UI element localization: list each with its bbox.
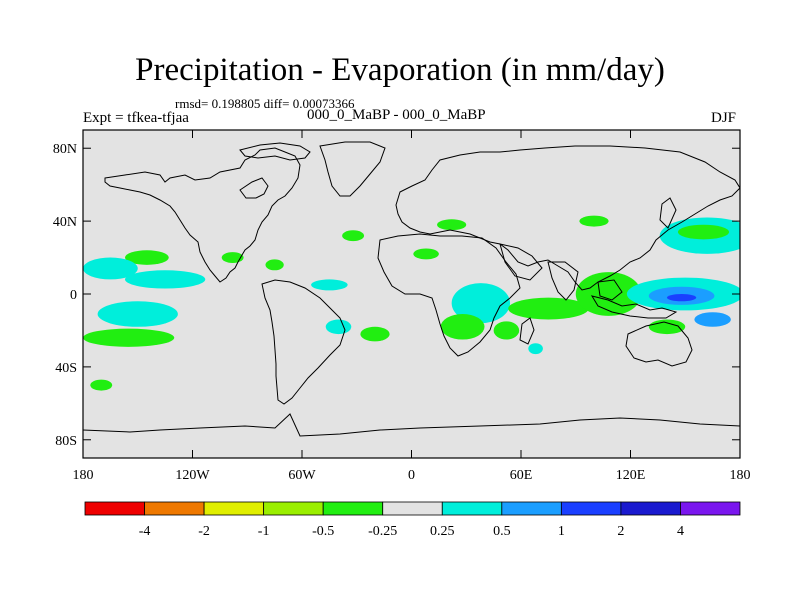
colorbar-label: -2 [198, 524, 210, 539]
patch-australia-green [648, 319, 686, 335]
coastline-hudson-bay [239, 177, 269, 199]
patch-south-atlantic-green [360, 326, 390, 342]
colorbar-swatch [680, 501, 741, 516]
patch-madagascar [493, 321, 520, 340]
patch-tropical-pacific-west [83, 257, 138, 280]
colorbar-swatch [203, 501, 265, 516]
patch-south-pacific-cyan [97, 301, 178, 327]
patch-southwest-pacific [90, 379, 113, 391]
coastline-japan [659, 197, 677, 229]
patch-gulf-of-mexico [221, 252, 244, 264]
patch-northwest-pacific-green [677, 224, 730, 240]
patch-tropical-atlantic [311, 279, 348, 291]
colorbar-label: -0.25 [368, 524, 397, 539]
coastline-eurasia [395, 145, 740, 291]
coastline-antarctica [83, 413, 740, 437]
lon-tick-label: 0 [408, 468, 415, 483]
lon-tick-label: 60E [510, 468, 533, 483]
colorbar-swatch [501, 501, 562, 516]
patch-west-pacific-navy [667, 294, 697, 302]
colorbar-label: 1 [558, 524, 565, 539]
patch-indian-ocean [508, 297, 589, 320]
lat-tick-label: 80N [53, 142, 77, 157]
patch-mediterranean [437, 219, 467, 231]
colorbar-swatch [263, 501, 324, 516]
coastline-maritime-continent [590, 295, 678, 319]
colorbar-swatch [84, 501, 145, 516]
patch-caribbean [265, 259, 284, 271]
coastline-india [547, 261, 579, 301]
colorbar-swatch [620, 501, 681, 516]
lat-tick-label: 40N [53, 215, 77, 230]
patch-south-atlantic-west [325, 319, 352, 335]
coastline-canadian-arctic [239, 142, 311, 161]
plot-title: Precipitation - Evaporation (in mm/day) [135, 52, 665, 88]
patch-south-indian [528, 343, 543, 355]
anomaly-patches [83, 215, 740, 391]
colorbar-swatch [322, 501, 384, 516]
lat-tick-label: 80S [55, 434, 77, 449]
experiment-label: Expt = tfkea-tfjaa [83, 110, 189, 126]
season-label: DJF [711, 110, 737, 126]
patch-north-pacific-east [124, 250, 169, 265]
coastline-southeast-asia [597, 279, 623, 301]
colorbar-label: 0.5 [493, 524, 511, 539]
patch-africa-north [413, 248, 439, 260]
patch-east-asia [579, 215, 609, 227]
coastline-madagascar [519, 317, 535, 345]
colorbar-swatch [560, 501, 622, 516]
colorbar: -4 -2 -1 -0.5 -0.25 0.25 0.5 1 2 4 [84, 501, 741, 539]
lon-tick-label: 180 [73, 468, 94, 483]
lon-tick-label: 180 [730, 468, 751, 483]
patch-south-pacific-green [83, 328, 175, 347]
patch-east-africa-cyan [451, 283, 511, 324]
patch-maritime-continent [575, 272, 642, 316]
patch-southern-africa [440, 314, 485, 340]
coastline-africa [377, 233, 521, 357]
colorbar-label: 0.25 [430, 524, 455, 539]
period-subtitle: 000_0_MaBP - 000_0_MaBP [307, 107, 486, 123]
coastline-north-america [104, 147, 301, 283]
lon-tick-label: 120E [616, 468, 646, 483]
colorbar-swatch [144, 501, 205, 516]
longitude-axis: 180 120W 60W 0 60E 120E 180 [73, 130, 751, 483]
colorbar-label: -1 [258, 524, 270, 539]
coastline-australia [625, 321, 693, 367]
coastline-arabia [499, 243, 543, 281]
lon-tick-label: 60W [288, 468, 316, 483]
lat-tick-label: 40S [55, 361, 77, 376]
colorbar-label: -0.5 [312, 524, 334, 539]
colorbar-swatch [441, 501, 503, 516]
colorbar-label: -4 [139, 524, 151, 539]
patch-tropical-pacific-mid [124, 270, 206, 289]
colorbar-label: 4 [677, 524, 684, 539]
lon-tick-label: 120W [175, 468, 210, 483]
colorbar-label: 2 [617, 524, 624, 539]
rmsd-diff-stats: rmsd= 0.198805 diff= 0.00073366 [175, 96, 355, 111]
coastline-south-america [261, 279, 346, 405]
coastlines [83, 141, 740, 437]
patch-north-atlantic [342, 230, 365, 242]
lat-tick-label: 0 [70, 288, 77, 303]
colorbar-swatch [382, 501, 443, 516]
coastline-greenland [319, 141, 386, 197]
patch-southwest-pacific-blue [694, 312, 731, 327]
latitude-axis: 80N 40N 0 40S 80S [53, 142, 740, 449]
